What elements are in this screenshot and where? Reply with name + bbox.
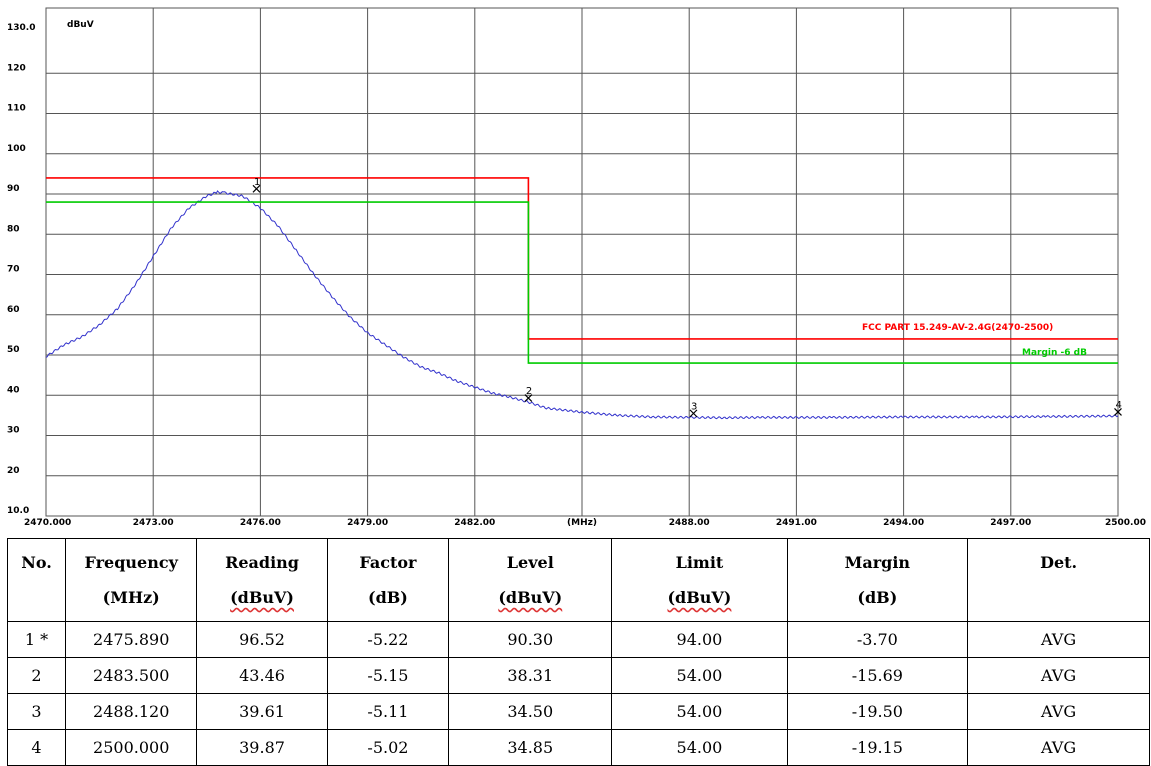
cell-reading: 39.61 <box>196 693 328 730</box>
marker-number: 2 <box>526 386 532 397</box>
x-tick-label: 2497.00 <box>990 518 1031 528</box>
cell-factor: -5.22 <box>326 621 450 658</box>
y-tick-label: 20 <box>7 466 20 476</box>
cell-factor: -5.02 <box>326 729 450 766</box>
cell-limit: 94.00 <box>611 621 788 658</box>
y-tick-label: 50 <box>7 345 20 355</box>
y-tick-labels: 130.0 120 110 100 90 80 70 60 50 40 30 20 10.0 <box>7 23 35 516</box>
cell-det: AVG <box>967 729 1150 766</box>
chart-background <box>0 0 1151 530</box>
header-frequency: Frequency (MHz) <box>65 538 198 622</box>
header-reading: Reading (dBuV) <box>196 538 328 622</box>
cell-limit: 54.00 <box>611 729 788 766</box>
header-factor: Factor (dB) <box>326 538 450 622</box>
cell-limit: 54.00 <box>611 657 788 694</box>
cell-reading: 39.87 <box>196 729 328 766</box>
x-tick-label: 2488.00 <box>669 518 710 528</box>
cell-margin: -19.50 <box>786 693 969 730</box>
x-tick-label: 2470.000 <box>24 518 71 528</box>
cell-frequency: 2500.000 <box>65 729 198 766</box>
cell-margin: -19.15 <box>786 729 969 766</box>
marker-cross-b <box>689 409 698 418</box>
y-tick-label: 30 <box>7 426 20 436</box>
header-limit: Limit (dBuV) <box>611 538 788 622</box>
y-tick-label: 120 <box>7 63 26 73</box>
x-tick-label: (MHz) <box>567 518 597 528</box>
cell-margin: -3.70 <box>786 621 969 658</box>
series-group <box>45 177 1119 420</box>
table-row: 1 * 2475.890 96.52 -5.22 90.30 94.00 -3.… <box>6 621 1150 658</box>
cell-no: 3 <box>6 693 67 730</box>
cell-level: 34.85 <box>448 729 613 766</box>
header-level: Level (dBuV) <box>448 538 613 622</box>
y-tick-label: 100 <box>7 144 26 154</box>
cell-factor: -5.15 <box>326 657 450 694</box>
results-table: No. Frequency (MHz) Reading (dBuV) Factor(… <box>6 538 1150 766</box>
cell-frequency: 2475.890 <box>65 621 198 658</box>
header-no: No. <box>6 538 67 622</box>
cell-frequency: 2488.120 <box>65 693 198 730</box>
y-tick-label: 10.0 <box>7 506 29 516</box>
emission-chart: 130.0 120 110 100 90 80 70 60 50 40 30 20 10.0 2470.… <box>0 0 1151 530</box>
limit-legend-label: FCC PART 15.249-AV-2.4G(2470-2500) <box>862 323 1053 333</box>
table-row: 2 2483.500 43.46 -5.15 38.31 54.00 -15.6… <box>6 657 1150 694</box>
marker-cross-b <box>524 394 533 402</box>
y-tick-label: 70 <box>7 265 20 275</box>
y-tick-label: 40 <box>7 385 20 395</box>
cell-level: 38.31 <box>448 657 613 694</box>
y-tick-label: 90 <box>7 184 20 194</box>
x-tick-label: 2491.00 <box>776 518 817 528</box>
cell-reading: 96.52 <box>196 621 328 658</box>
header-det: Det. <box>967 538 1150 622</box>
x-tick-label: 2476.00 <box>240 518 281 528</box>
y-unit-label: dBuV <box>67 20 94 30</box>
marker-number: 1 <box>254 177 260 188</box>
y-tick-label: 60 <box>7 305 20 315</box>
marker-number: 4 <box>1116 400 1122 411</box>
y-tick-label: 110 <box>7 104 26 114</box>
cell-level: 34.50 <box>448 693 613 730</box>
cell-no: 1 * <box>6 621 67 658</box>
cell-reading: 43.46 <box>196 657 328 694</box>
cell-level: 90.30 <box>448 621 613 658</box>
cell-det: AVG <box>967 621 1150 658</box>
cell-det: AVG <box>967 657 1150 694</box>
x-tick-labels: 2470.000 2473.00 2476.00 2479.00 2482.00 (MHz… <box>24 518 1146 528</box>
y-tick-label: 130.0 <box>7 23 35 33</box>
cell-margin: -15.69 <box>786 657 969 694</box>
measurement-trace <box>45 190 1119 420</box>
cell-det: AVG <box>967 693 1150 730</box>
cell-frequency: 2483.500 <box>65 657 198 694</box>
cell-no: 4 <box>6 729 67 766</box>
x-tick-label: 2494.00 <box>883 518 924 528</box>
x-tick-label: 2473.00 <box>133 518 174 528</box>
marker-number: 3 <box>691 401 697 412</box>
table-row: 3 2488.120 39.61 -5.11 34.50 54.00 -19.5… <box>6 693 1150 730</box>
table-row: 4 2500.000 39.87 -5.02 34.85 54.00 -19.1… <box>6 729 1150 766</box>
markers: 1 2 3 4 <box>252 177 1122 418</box>
x-tick-label: 2479.00 <box>347 518 388 528</box>
table-header-row: No. Frequency (MHz) Reading (dBuV) Factor(… <box>6 538 1150 622</box>
marker-cross-b <box>1114 408 1122 416</box>
x-tick-label: 2482.00 <box>454 518 495 528</box>
cell-factor: -5.11 <box>326 693 450 730</box>
legend-labels: FCC PART 15.249-AV-2.4G(2470-2500) Margin… <box>862 323 1087 358</box>
margin-line <box>46 201 1118 364</box>
y-tick-label: 80 <box>7 224 20 234</box>
cell-no: 2 <box>6 657 67 694</box>
margin-legend-label: Margin -6 dB <box>1022 348 1087 358</box>
grid <box>45 7 1119 517</box>
cell-limit: 54.00 <box>611 693 788 730</box>
header-margin: Margin (dB) <box>786 538 969 622</box>
marker-cross-b <box>252 184 261 193</box>
x-tick-label: 2500.00 <box>1105 518 1146 528</box>
